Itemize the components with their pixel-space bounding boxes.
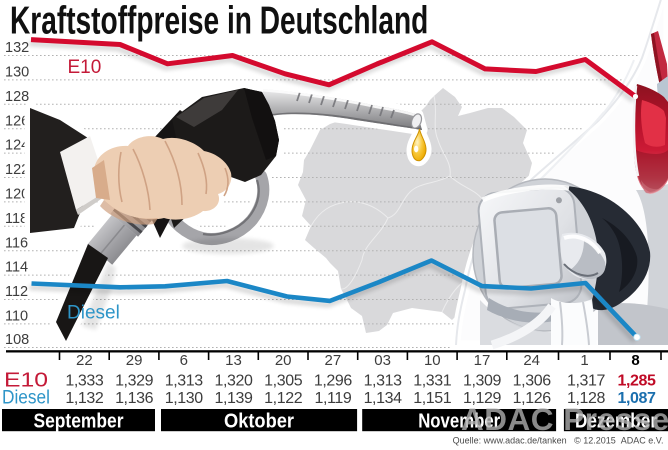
svg-text:130: 130 [5, 65, 29, 81]
svg-text:118: 118 [5, 211, 28, 227]
svg-text:112: 112 [5, 284, 28, 300]
svg-text:E10: E10 [68, 57, 102, 78]
svg-text:03: 03 [374, 352, 391, 369]
svg-text:1,333: 1,333 [65, 373, 104, 390]
svg-text:Dezember: Dezember [575, 411, 657, 433]
svg-text:1,313: 1,313 [165, 373, 204, 390]
svg-text:1,136: 1,136 [115, 390, 154, 407]
svg-text:Oktober: Oktober [224, 411, 294, 433]
svg-text:17: 17 [474, 352, 491, 369]
svg-text:124: 124 [5, 138, 29, 154]
svg-text:1: 1 [580, 352, 588, 369]
svg-text:1,126: 1,126 [513, 390, 552, 407]
svg-text:27: 27 [325, 352, 342, 369]
svg-text:20: 20 [275, 352, 292, 369]
svg-text:1,329: 1,329 [115, 373, 154, 390]
svg-text:10: 10 [424, 352, 441, 369]
svg-text:September: September [34, 411, 124, 433]
svg-text:Diesel: Diesel [67, 303, 120, 324]
svg-text:1,119: 1,119 [314, 390, 351, 407]
svg-text:Diesel: Diesel [2, 388, 50, 409]
svg-text:1,285: 1,285 [617, 373, 656, 390]
svg-text:128: 128 [5, 89, 29, 105]
svg-text:ADAC Presse: ADAC Presse [461, 401, 668, 437]
svg-text:108: 108 [5, 332, 29, 348]
svg-text:22: 22 [76, 352, 93, 369]
svg-text:120: 120 [5, 187, 29, 203]
svg-text:114: 114 [5, 260, 28, 276]
svg-text:1,139: 1,139 [214, 390, 253, 407]
svg-text:29: 29 [126, 352, 143, 369]
svg-text:Quelle: www.adac.de/tanken ©: Quelle: www.adac.de/tanken © 12.2015 ADA… [453, 436, 664, 446]
svg-text:1,130: 1,130 [165, 390, 204, 407]
svg-text:1,132: 1,132 [65, 390, 104, 407]
svg-text:1,296: 1,296 [314, 373, 353, 390]
svg-text:132: 132 [5, 40, 29, 56]
svg-text:24: 24 [523, 352, 540, 369]
svg-text:1,313: 1,313 [364, 373, 403, 390]
svg-text:126: 126 [5, 113, 29, 129]
svg-text:1,151: 1,151 [413, 390, 452, 407]
svg-text:1,305: 1,305 [264, 373, 303, 390]
svg-text:116: 116 [5, 235, 28, 251]
svg-text:E10: E10 [4, 370, 48, 392]
svg-text:1,128: 1,128 [567, 390, 606, 407]
svg-text:1,320: 1,320 [214, 373, 253, 390]
svg-text:Kraftstoffpreise in Deutschlan: Kraftstoffpreise in Deutschland [10, 0, 428, 43]
svg-text:1,331: 1,331 [413, 373, 452, 390]
svg-text:122: 122 [5, 162, 29, 178]
svg-text:8: 8 [631, 352, 639, 369]
svg-text:1,309: 1,309 [463, 373, 502, 390]
svg-text:1,129: 1,129 [463, 390, 502, 407]
svg-text:1,317: 1,317 [567, 373, 606, 390]
svg-text:November: November [418, 411, 500, 433]
svg-text:13: 13 [225, 352, 242, 369]
svg-text:1,087: 1,087 [617, 390, 656, 407]
svg-text:6: 6 [180, 352, 188, 369]
svg-text:1,122: 1,122 [264, 390, 303, 407]
svg-text:110: 110 [5, 309, 28, 325]
svg-text:1,306: 1,306 [513, 373, 552, 390]
svg-text:1,134: 1,134 [364, 390, 403, 407]
